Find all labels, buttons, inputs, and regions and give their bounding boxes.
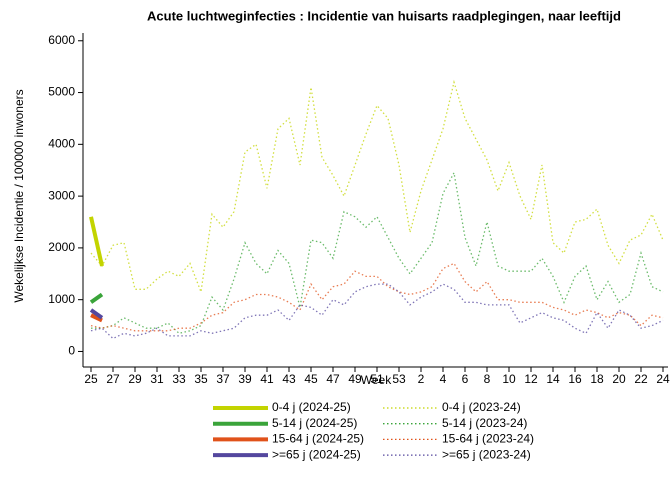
x-tick-label: 29 [128,372,142,386]
chart-title: Acute luchtweginfecties : Incidentie van… [147,8,621,23]
x-tick-label: 51 [370,372,384,386]
x-tick-label: 25 [84,372,98,386]
x-tick-label: 18 [590,372,604,386]
x-tick-label: 20 [612,372,626,386]
x-tick-label: 14 [546,372,560,386]
x-tick-label: 33 [172,372,186,386]
series-line [91,170,664,335]
series-line [90,283,664,340]
series-line [89,216,104,267]
series-line [90,262,664,332]
x-tick-label: 10 [502,372,516,386]
x-tick-label: 12 [524,372,538,386]
x-tick-label: 8 [484,372,491,386]
y-tick-label: 2000 [48,240,75,254]
y-tick-label: 3000 [48,188,75,202]
x-tick-label: 2 [418,372,425,386]
legend-label: 5-14 j (2023-24) [442,416,527,430]
series-line [89,292,104,304]
x-tick-label: 35 [194,372,208,386]
legend-label: >=65 j (2023-24) [442,447,531,461]
x-tick-label: 39 [238,372,252,386]
legend-label: >=65 j (2024-25) [272,447,361,461]
series-line [89,308,104,320]
x-tick-label: 4 [440,372,447,386]
x-tick-label: 16 [568,372,582,386]
legend-label: 5-14 j (2024-25) [272,416,357,430]
x-tick-label: 53 [392,372,406,386]
legend-label: 15-64 j (2024-25) [272,432,364,446]
legend-label: 15-64 j (2023-24) [442,432,534,446]
x-tick-label: 43 [282,372,296,386]
series-line [90,313,103,323]
y-tick-label: 4000 [48,137,75,151]
y-tick-label: 6000 [48,33,75,47]
y-axis-label: Wekelijkse Incidentie / 100000 inwoners [12,89,26,302]
legend-label: 0-4 j (2024-25) [272,400,351,414]
y-tick-label: 1000 [48,292,75,306]
x-tick-label: 24 [656,372,670,386]
x-tick-label: 22 [634,372,648,386]
x-tick-label: 49 [348,372,362,386]
x-tick-label: 6 [462,372,469,386]
x-tick-label: 47 [326,372,340,386]
x-tick-label: 31 [150,372,164,386]
legend-label: 0-4 j (2023-24) [442,400,521,414]
y-tick-label: 0 [68,344,75,358]
x-tick-label: 27 [106,372,120,386]
x-tick-label: 41 [260,372,274,386]
series-line [90,79,664,295]
x-axis-label: Week [361,373,392,387]
x-tick-label: 37 [216,372,230,386]
y-tick-label: 5000 [48,85,75,99]
x-tick-label: 45 [304,372,318,386]
